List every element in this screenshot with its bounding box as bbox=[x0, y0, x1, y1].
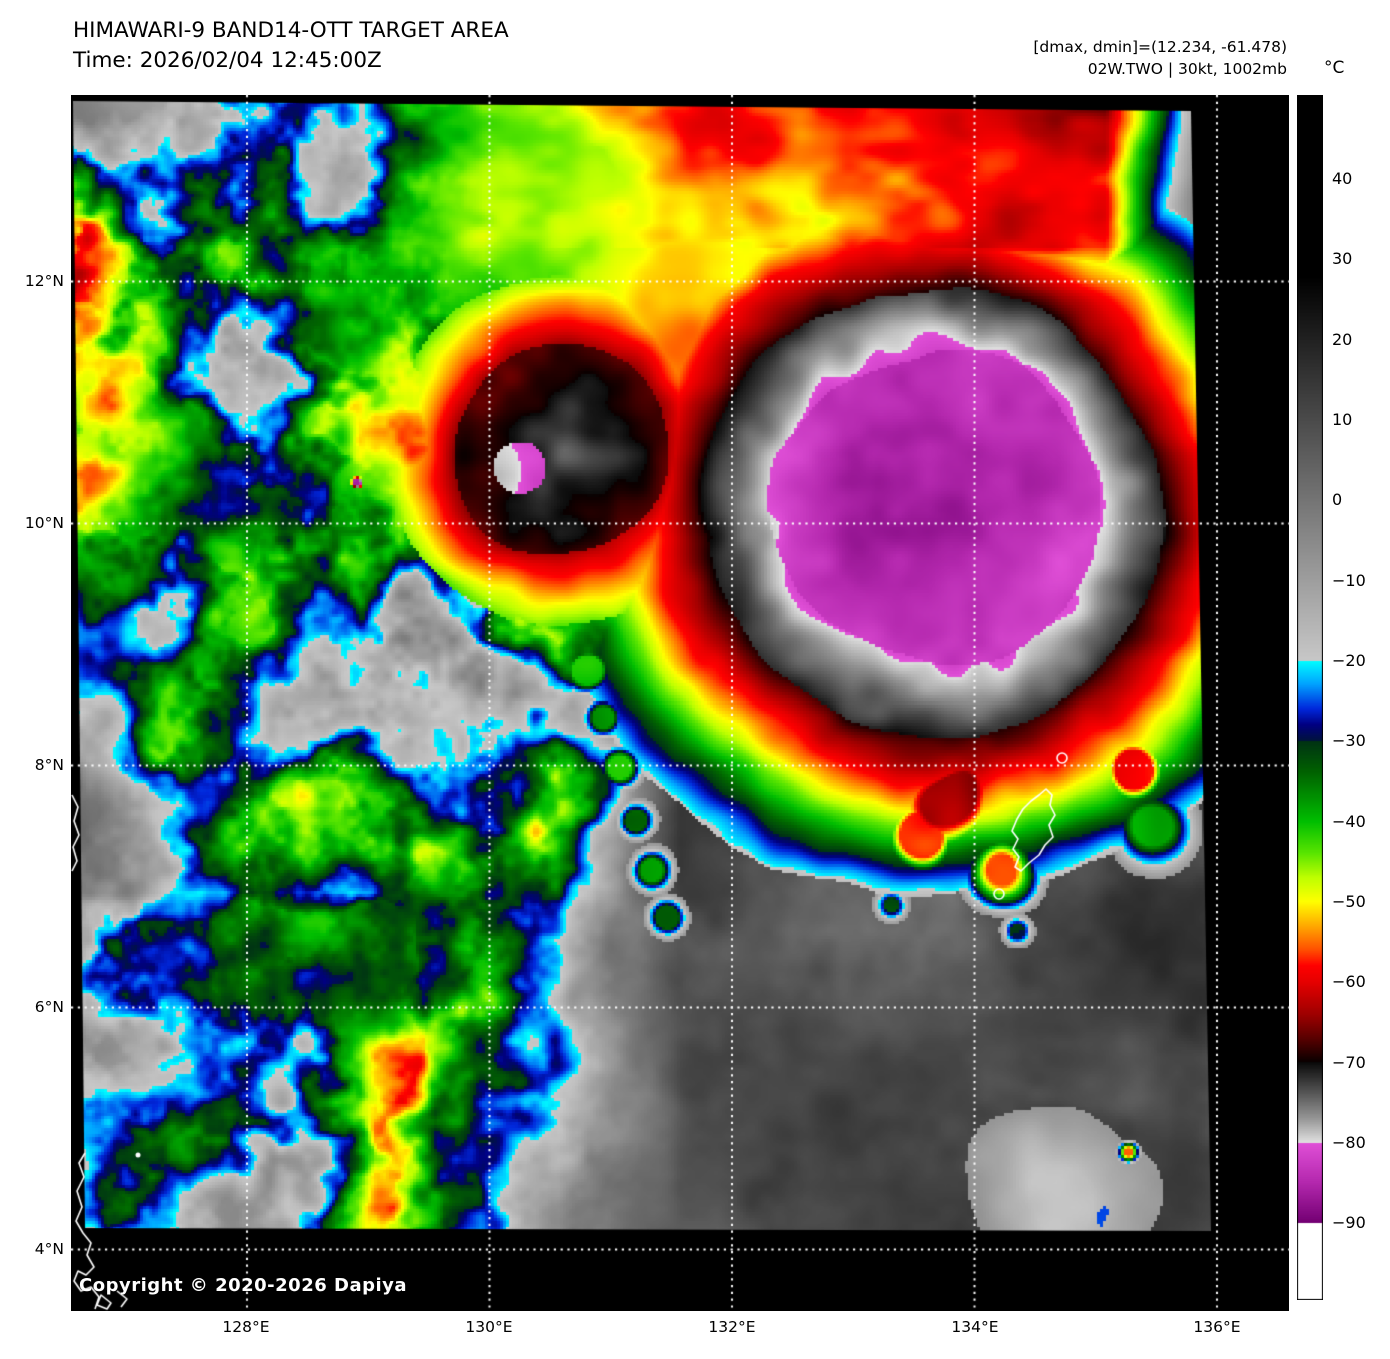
satellite-map: Copyright © 2020-2026 Dapiya bbox=[71, 95, 1289, 1311]
lon-tick-132e: 132°E bbox=[708, 1318, 756, 1336]
satellite-imagery-canvas bbox=[71, 95, 1289, 1311]
cb-tick-m60: −60 bbox=[1332, 972, 1366, 991]
cb-tick-m90: −90 bbox=[1332, 1213, 1366, 1232]
lat-tick-4n: 4°N bbox=[34, 1240, 64, 1258]
lat-tick-12n: 12°N bbox=[24, 272, 64, 290]
product-time: Time: 2026/02/04 12:45:00Z bbox=[73, 48, 382, 73]
cb-tick-m50: −50 bbox=[1332, 892, 1366, 911]
cb-tick-20: 20 bbox=[1332, 330, 1353, 349]
lat-tick-10n: 10°N bbox=[24, 514, 64, 532]
colorbar-unit-label: °C bbox=[1324, 58, 1345, 78]
cb-tick-m40: −40 bbox=[1332, 812, 1366, 831]
cb-tick-10: 10 bbox=[1332, 410, 1353, 429]
cb-tick-m80: −80 bbox=[1332, 1133, 1366, 1152]
cb-tick-m10: −10 bbox=[1332, 571, 1366, 590]
cb-tick-m20: −20 bbox=[1332, 651, 1366, 670]
lat-tick-6n: 6°N bbox=[34, 998, 64, 1016]
cb-tick-m70: −70 bbox=[1332, 1053, 1366, 1072]
dmax-dmin-readout: [dmax, dmin]=(12.234, -61.478) bbox=[1033, 38, 1287, 56]
cb-tick-m30: −30 bbox=[1332, 731, 1366, 750]
lon-tick-128e: 128°E bbox=[222, 1318, 270, 1336]
storm-info-readout: 02W.TWO | 30kt, 1002mb bbox=[1087, 60, 1287, 78]
cb-tick-30: 30 bbox=[1332, 249, 1353, 268]
cb-tick-0: 0 bbox=[1332, 490, 1343, 509]
lon-tick-136e: 136°E bbox=[1193, 1318, 1241, 1336]
lon-tick-130e: 130°E bbox=[465, 1318, 513, 1336]
cb-tick-40: 40 bbox=[1332, 169, 1353, 188]
lon-tick-134e: 134°E bbox=[951, 1318, 999, 1336]
copyright-watermark: Copyright © 2020-2026 Dapiya bbox=[79, 1275, 408, 1296]
temperature-colorbar bbox=[1297, 95, 1323, 1300]
product-title: HIMAWARI-9 BAND14-OTT TARGET AREA bbox=[73, 18, 509, 43]
lat-tick-8n: 8°N bbox=[34, 756, 64, 774]
